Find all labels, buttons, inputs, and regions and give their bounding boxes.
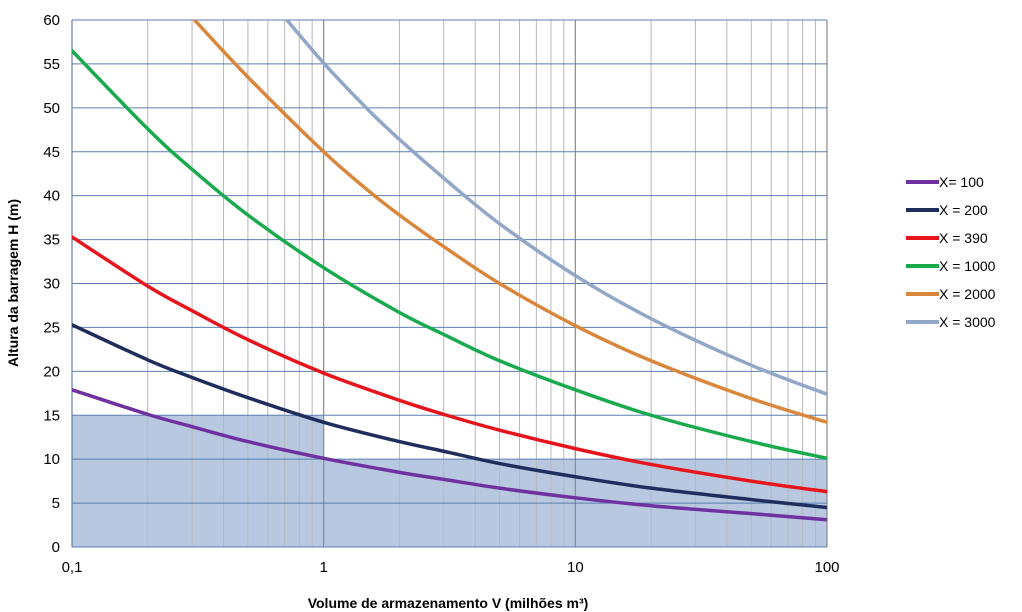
legend-label-0: X= 100 [939, 174, 984, 190]
x-axis-label: Volume de armazenamento V (milhões m³) [308, 595, 589, 611]
x-tick-label: 10 [567, 559, 584, 576]
legend-label-1: X = 200 [939, 202, 988, 218]
legend-label-5: X = 3000 [939, 314, 996, 330]
shaded-region-0 [72, 415, 324, 547]
x-tick-label: 100 [814, 559, 839, 576]
y-tick-label: 5 [52, 495, 60, 512]
series-line-5 [284, 20, 827, 396]
y-tick-label: 25 [43, 319, 60, 336]
y-tick-label: 15 [43, 407, 60, 424]
series-line-3 [72, 48, 827, 461]
y-tick-label: 60 [43, 12, 60, 29]
series-line-4 [192, 20, 827, 425]
y-axis-label: Altura da barragem H (m) [5, 199, 21, 367]
y-tick-label: 50 [43, 100, 60, 117]
x-tick-label: 1 [319, 559, 327, 576]
x-tick-label: 0,1 [62, 559, 83, 576]
y-tick-label: 55 [43, 56, 60, 73]
series-line-2 [72, 235, 827, 494]
legend-label-3: X = 1000 [939, 258, 996, 274]
series-line-0 [72, 388, 827, 522]
y-tick-label: 10 [43, 451, 60, 468]
series-lines [72, 20, 827, 522]
grid [71, 19, 828, 548]
legend: X= 100 X = 200 X = 390 X = 1000 X = 2000 X = … [906, 174, 996, 330]
tick-labels: 0 5 10 15 20 25 30 35 40 45 50 55 60 0,1 1 10 100 [43, 12, 839, 576]
y-tick-label: 30 [43, 276, 60, 293]
series-line-1 [72, 323, 827, 510]
legend-label-2: X = 390 [939, 230, 988, 246]
y-tick-label: 20 [43, 363, 60, 380]
y-tick-label: 45 [43, 144, 60, 161]
y-tick-label: 40 [43, 188, 60, 205]
y-tick-label: 0 [52, 539, 60, 556]
legend-label-4: X = 2000 [939, 286, 996, 302]
y-tick-label: 35 [43, 232, 60, 249]
